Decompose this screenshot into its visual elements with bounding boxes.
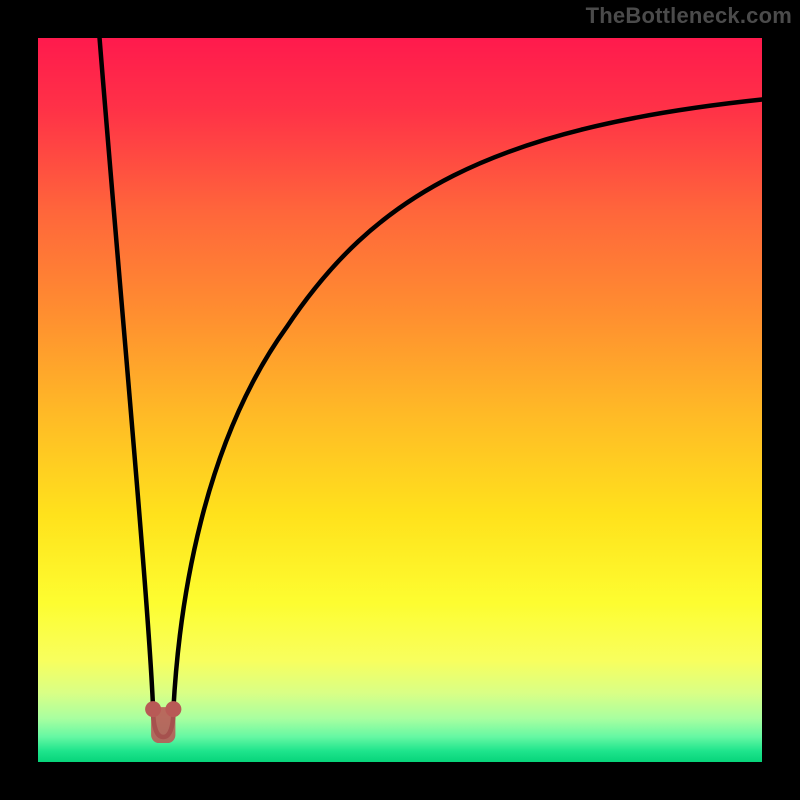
valley-marker-left [145,701,161,717]
chart-root: TheBottleneck.com [0,0,800,800]
bottleneck-curve-plot [0,0,800,800]
watermark-text: TheBottleneck.com [586,3,792,29]
valley-marker-right [165,701,181,717]
